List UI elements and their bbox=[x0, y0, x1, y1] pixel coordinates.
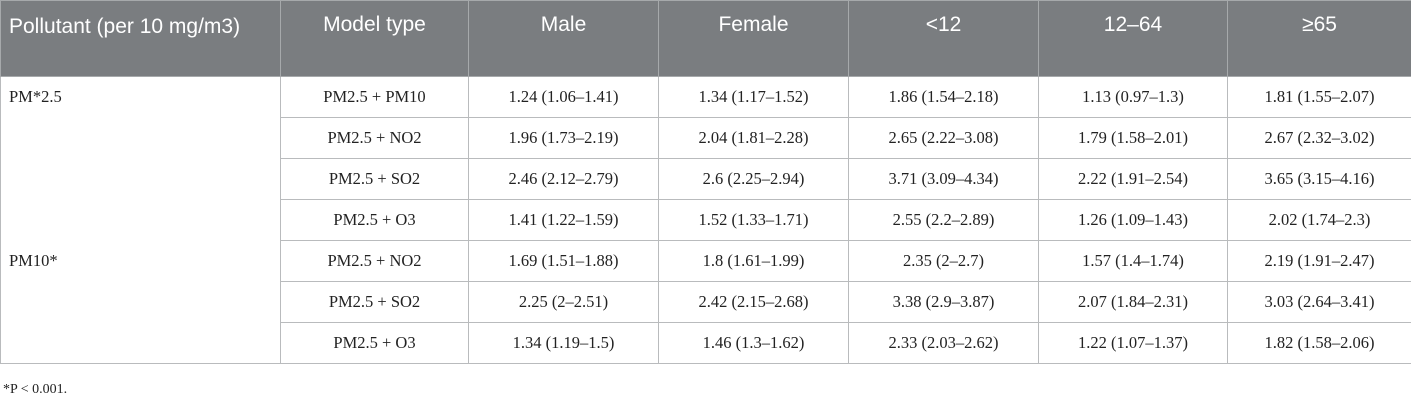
table-row: PM2.5 + SO2 2.46 (2.12–2.79) 2.6 (2.25–2… bbox=[0, 158, 1411, 200]
female-cell: 1.52 (1.33–1.71) bbox=[658, 199, 849, 241]
header-age-under-12: <12 bbox=[848, 0, 1039, 77]
age-65-plus-cell: 2.19 (1.91–2.47) bbox=[1227, 240, 1411, 282]
table-row: PM10* PM2.5 + NO2 1.69 (1.51–1.88) 1.8 (… bbox=[0, 240, 1411, 282]
age-12-64-cell: 1.79 (1.58–2.01) bbox=[1038, 117, 1228, 159]
age-under-12-cell: 3.38 (2.9–3.87) bbox=[848, 281, 1039, 323]
male-cell: 1.96 (1.73–2.19) bbox=[468, 117, 659, 159]
female-cell: 2.04 (1.81–2.28) bbox=[658, 117, 849, 159]
header-female: Female bbox=[658, 0, 849, 77]
female-cell: 1.34 (1.17–1.52) bbox=[658, 76, 849, 118]
table-row: PM2.5 + O3 1.41 (1.22–1.59) 1.52 (1.33–1… bbox=[0, 199, 1411, 241]
table-row: PM*2.5 PM2.5 + PM10 1.24 (1.06–1.41) 1.3… bbox=[0, 76, 1411, 118]
female-cell: 1.8 (1.61–1.99) bbox=[658, 240, 849, 282]
age-65-plus-cell: 3.65 (3.15–4.16) bbox=[1227, 158, 1411, 200]
header-male: Male bbox=[468, 0, 659, 77]
results-table: Pollutant (per 10 mg/m3) Model type Male… bbox=[0, 0, 1411, 364]
female-cell: 1.46 (1.3–1.62) bbox=[658, 322, 849, 364]
group-label-empty bbox=[0, 158, 281, 200]
header-age-65-plus: ≥65 bbox=[1227, 0, 1411, 77]
group-label-empty bbox=[0, 199, 281, 241]
male-cell: 1.41 (1.22–1.59) bbox=[468, 199, 659, 241]
male-cell: 1.24 (1.06–1.41) bbox=[468, 76, 659, 118]
age-65-plus-cell: 2.02 (1.74–2.3) bbox=[1227, 199, 1411, 241]
age-12-64-cell: 1.22 (1.07–1.37) bbox=[1038, 322, 1228, 364]
age-65-plus-cell: 1.81 (1.55–2.07) bbox=[1227, 76, 1411, 118]
model-type-cell: PM2.5 + O3 bbox=[280, 199, 469, 241]
model-type-cell: PM2.5 + PM10 bbox=[280, 76, 469, 118]
table-row: PM2.5 + SO2 2.25 (2–2.51) 2.42 (2.15–2.6… bbox=[0, 281, 1411, 323]
age-12-64-cell: 1.57 (1.4–1.74) bbox=[1038, 240, 1228, 282]
table-header-row: Pollutant (per 10 mg/m3) Model type Male… bbox=[0, 0, 1411, 77]
male-cell: 1.34 (1.19–1.5) bbox=[468, 322, 659, 364]
age-under-12-cell: 2.35 (2–2.7) bbox=[848, 240, 1039, 282]
table-row: PM2.5 + O3 1.34 (1.19–1.5) 1.46 (1.3–1.6… bbox=[0, 322, 1411, 364]
female-cell: 2.6 (2.25–2.94) bbox=[658, 158, 849, 200]
group-label-empty bbox=[0, 322, 281, 364]
male-cell: 1.69 (1.51–1.88) bbox=[468, 240, 659, 282]
header-age-12-64: 12–64 bbox=[1038, 0, 1228, 77]
group-label-empty bbox=[0, 117, 281, 159]
male-cell: 2.46 (2.12–2.79) bbox=[468, 158, 659, 200]
model-type-cell: PM2.5 + NO2 bbox=[280, 240, 469, 282]
age-12-64-cell: 1.13 (0.97–1.3) bbox=[1038, 76, 1228, 118]
group-label-pm10: PM10* bbox=[0, 240, 281, 282]
age-under-12-cell: 2.65 (2.22–3.08) bbox=[848, 117, 1039, 159]
model-type-cell: PM2.5 + NO2 bbox=[280, 117, 469, 159]
age-under-12-cell: 2.33 (2.03–2.62) bbox=[848, 322, 1039, 364]
age-12-64-cell: 2.07 (1.84–2.31) bbox=[1038, 281, 1228, 323]
age-12-64-cell: 1.26 (1.09–1.43) bbox=[1038, 199, 1228, 241]
age-under-12-cell: 1.86 (1.54–2.18) bbox=[848, 76, 1039, 118]
group-label-empty bbox=[0, 281, 281, 323]
age-65-plus-cell: 2.67 (2.32–3.02) bbox=[1227, 117, 1411, 159]
table-row: PM2.5 + NO2 1.96 (1.73–2.19) 2.04 (1.81–… bbox=[0, 117, 1411, 159]
age-under-12-cell: 2.55 (2.2–2.89) bbox=[848, 199, 1039, 241]
male-cell: 2.25 (2–2.51) bbox=[468, 281, 659, 323]
header-model-type: Model type bbox=[280, 0, 469, 77]
header-pollutant: Pollutant (per 10 mg/m3) bbox=[0, 0, 281, 77]
age-12-64-cell: 2.22 (1.91–2.54) bbox=[1038, 158, 1228, 200]
female-cell: 2.42 (2.15–2.68) bbox=[658, 281, 849, 323]
age-65-plus-cell: 1.82 (1.58–2.06) bbox=[1227, 322, 1411, 364]
age-65-plus-cell: 3.03 (2.64–3.41) bbox=[1227, 281, 1411, 323]
age-under-12-cell: 3.71 (3.09–4.34) bbox=[848, 158, 1039, 200]
group-label-pm25: PM*2.5 bbox=[0, 76, 281, 118]
model-type-cell: PM2.5 + SO2 bbox=[280, 158, 469, 200]
model-type-cell: PM2.5 + O3 bbox=[280, 322, 469, 364]
model-type-cell: PM2.5 + SO2 bbox=[280, 281, 469, 323]
footnote: *P < 0.001. bbox=[3, 382, 68, 397]
